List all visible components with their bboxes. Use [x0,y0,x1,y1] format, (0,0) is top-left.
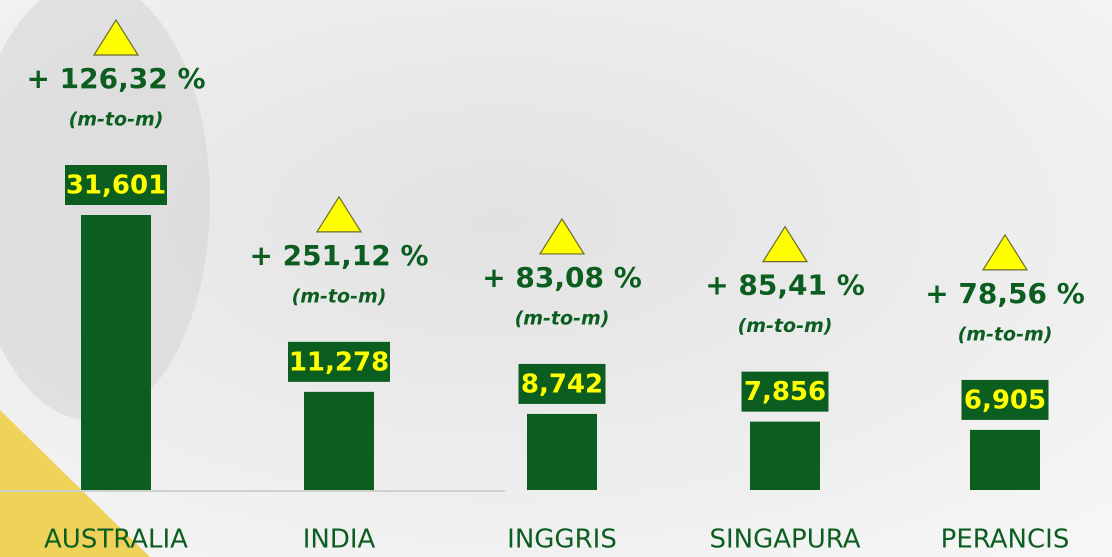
corner-triangle [0,410,150,557]
bar [527,413,597,490]
category-label: SINGAPURA [709,525,860,555]
value-label-box [961,379,1049,420]
bar [750,421,820,490]
value-label: 11,278 [289,347,389,377]
category-label: INDIA [303,525,376,555]
up-arrow [981,233,1029,271]
growth-note: (m-to-m) [515,307,610,329]
bar [81,215,151,490]
category-label: PERANCIS [941,525,1070,555]
value-label-box [288,341,390,382]
growth-label: + 78,56 % [925,277,1085,310]
value-label: 31,601 [66,171,166,201]
growth-note: (m-to-m) [958,323,1053,345]
growth-label: + 83,08 % [482,261,642,294]
growth-note: (m-to-m) [738,315,833,337]
up-arrow [538,217,586,255]
category-label: AUSTRALIA [44,525,188,555]
value-label: 7,856 [744,377,826,407]
value-label-box [741,371,829,412]
bar [304,391,374,490]
category-label: INGGRIS [507,525,617,555]
growth-note: (m-to-m) [69,109,164,131]
background-shape [0,0,210,420]
growth-label: + 85,41 % [705,269,865,302]
up-arrow [92,18,140,56]
growth-label: + 126,32 % [26,62,205,95]
value-label-box [518,363,606,404]
up-arrow [315,195,363,233]
value-label-box [65,165,167,205]
value-label: 6,905 [964,385,1046,415]
value-label: 8,742 [521,369,603,399]
growth-note: (m-to-m) [292,285,387,307]
up-arrow [761,225,809,263]
growth-label: + 251,12 % [249,239,428,272]
bar [970,429,1040,490]
